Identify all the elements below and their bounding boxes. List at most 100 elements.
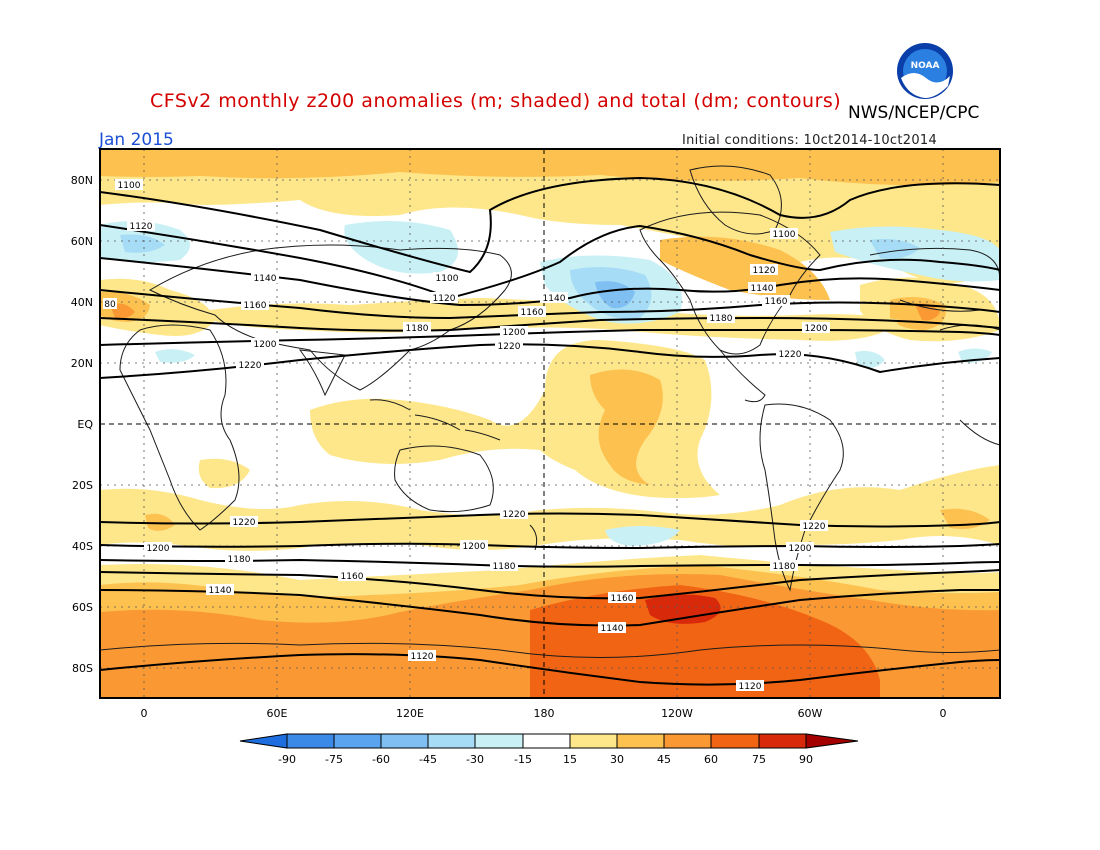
lat-label: 20N — [71, 357, 93, 370]
shade-cold-npac-45 — [595, 281, 635, 309]
colorbar-segment — [427, 733, 476, 749]
svg-text:1140: 1140 — [254, 274, 277, 284]
lat-label: 60N — [71, 235, 93, 248]
coast-namerica — [639, 211, 821, 355]
colorbar-segment — [333, 733, 382, 749]
svg-text:1200: 1200 — [463, 542, 486, 552]
colorbar-tick: -15 — [514, 753, 532, 766]
map-frame — [99, 148, 1001, 699]
colorbar-segment — [805, 733, 859, 749]
colorbar-segment — [758, 733, 807, 749]
contour-1100 — [100, 176, 1000, 274]
svg-text:1220: 1220 — [503, 510, 526, 520]
lat-labels: 80N 60N 40N 20N EQ 20S 40S 60S 80S — [71, 174, 94, 675]
contour-label: 1180 — [403, 322, 431, 334]
contour-label: 1160 — [241, 299, 269, 311]
lon-label: 120W — [661, 707, 693, 720]
contour-label: 1220 — [230, 516, 258, 528]
contour-1160 — [100, 289, 1000, 320]
contour-label: 1200 — [802, 322, 830, 334]
shade-sh-75 — [530, 585, 880, 698]
svg-text:1160: 1160 — [244, 301, 267, 311]
contour-1200-s — [100, 542, 1000, 550]
colorbar-tick: 45 — [657, 753, 671, 766]
colorbar-tick: -45 — [419, 753, 437, 766]
shade-cold-sub2 — [855, 351, 885, 368]
coast-camerica — [719, 349, 766, 403]
svg-text:1120: 1120 — [411, 652, 434, 662]
contour-label: 1220 — [500, 508, 528, 520]
contour-label: 1120 — [736, 680, 764, 692]
lon-label: 0 — [141, 707, 148, 720]
svg-text:1120: 1120 — [433, 294, 456, 304]
colorbar — [239, 733, 859, 749]
svg-text:1180: 1180 — [710, 314, 733, 324]
svg-text:1180: 1180 — [493, 562, 516, 572]
colorbar-tick: 15 — [563, 753, 577, 766]
shade-sh-90 — [645, 594, 721, 624]
coast-africa — [119, 324, 240, 531]
shade-cold-sub1 — [155, 349, 195, 363]
colorbar-segment — [239, 733, 288, 749]
coast-australia — [394, 445, 494, 513]
svg-text:1200: 1200 — [805, 324, 828, 334]
logo-text: NOAA — [911, 61, 940, 71]
colorbar-segment — [380, 733, 429, 749]
contour-label: 1140 — [206, 584, 234, 596]
coast-india — [298, 349, 346, 397]
noaa-logo-icon: NOAA — [897, 43, 953, 99]
lat-label: 40S — [72, 540, 93, 553]
lon-labels: 0 60E 120E 180 120W 60W 0 — [141, 707, 947, 720]
svg-text:1180: 1180 — [773, 562, 796, 572]
contour-label: 1140 — [540, 292, 568, 304]
contour-label: 1200 — [500, 326, 528, 338]
shade-arctic-45 — [100, 149, 1000, 186]
svg-text:1200: 1200 — [503, 328, 526, 338]
colorbar-segment — [569, 733, 618, 749]
contour-label: 1160 — [762, 295, 790, 307]
contour-label: 1160 — [608, 592, 636, 604]
lat-label: 40N — [71, 296, 93, 309]
contour-label: 1180 — [225, 553, 253, 565]
contour-label: 1200 — [786, 542, 814, 554]
contour-label: 1100 — [115, 179, 143, 191]
svg-text:1220: 1220 — [239, 361, 262, 371]
svg-text:1120: 1120 — [753, 266, 776, 276]
contour-label: 1140 — [598, 622, 626, 634]
shade-ssub-30 — [100, 465, 1000, 551]
lat-label: 60S — [72, 601, 93, 614]
colorbar-ticks: -90 -75 -60 -45 -30 -15 15 30 45 60 75 9… — [278, 753, 813, 766]
svg-text:1100: 1100 — [773, 230, 796, 240]
svg-text:1220: 1220 — [779, 350, 802, 360]
colorbar-tick: 75 — [752, 753, 766, 766]
grid-major — [100, 149, 1000, 698]
lat-label: EQ — [77, 418, 93, 431]
svg-text:1200: 1200 — [789, 544, 812, 554]
contour-1220-n — [100, 343, 1000, 379]
svg-text:1180: 1180 — [228, 555, 251, 565]
shade-indian — [198, 458, 250, 489]
colorbar-tick: -90 — [278, 753, 296, 766]
shade-cold-atlantic-30 — [870, 239, 920, 259]
svg-text:1140: 1140 — [751, 284, 774, 294]
contour-label-group: 1100 1120 1140 1160 1180 1200 1220 1100 … — [103, 179, 830, 692]
contour-label: 1200 — [144, 542, 172, 554]
lat-label: 80S — [72, 662, 93, 675]
contour-label: 1100 — [770, 228, 798, 240]
colorbar-tick: 60 — [704, 753, 718, 766]
contour-label: 1220 — [800, 520, 828, 532]
period-label: Jan 2015 — [99, 130, 174, 150]
lon-label: 60E — [267, 707, 288, 720]
svg-text:1140: 1140 — [601, 624, 624, 634]
colorbar-tick: -75 — [325, 753, 343, 766]
colorbar-segment — [522, 733, 571, 749]
contour-label: 1200 — [460, 540, 488, 552]
contour-label: 1120 — [127, 220, 155, 232]
svg-text:1100: 1100 — [118, 181, 141, 191]
contour-label: 1180 — [490, 560, 518, 572]
coast-indonesia — [369, 399, 501, 441]
colorbar-segment — [616, 733, 665, 749]
svg-text:80: 80 — [104, 300, 116, 310]
contour-1160-s — [100, 569, 1000, 600]
contour-label: 1120 — [430, 292, 458, 304]
